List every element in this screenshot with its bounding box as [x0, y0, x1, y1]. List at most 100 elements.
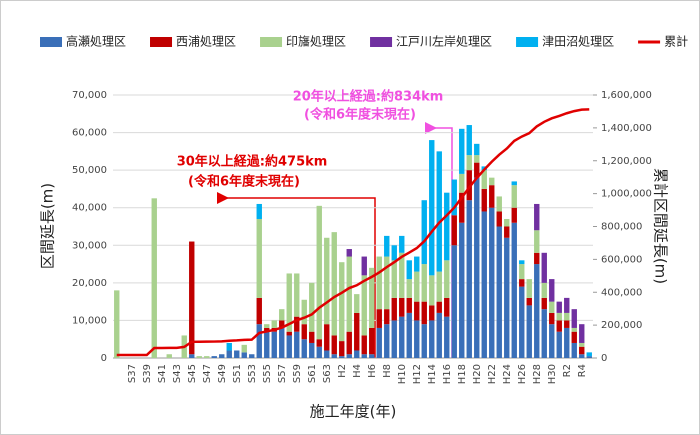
bar-segment	[369, 354, 375, 358]
bar-segment	[331, 335, 337, 355]
x-tick-label: H16	[442, 364, 453, 384]
bar-segment	[256, 324, 262, 358]
bar-segment	[564, 297, 570, 313]
bar-segment	[294, 273, 300, 317]
bar-segment	[511, 207, 517, 223]
bar-segment	[459, 222, 465, 358]
x-tick-label: H22	[487, 364, 498, 384]
bar-segment	[406, 260, 412, 280]
bar-segment	[391, 260, 397, 298]
bar-segment	[421, 264, 427, 302]
x-tick-label: S63	[322, 364, 333, 383]
bar-segment	[414, 301, 420, 321]
bar-segment	[466, 200, 472, 358]
bar-segment	[279, 309, 285, 321]
bar-segment	[391, 245, 397, 261]
x-tick-label: H10	[397, 364, 408, 384]
legend-label: 津田沼処理区	[542, 35, 614, 49]
bar-segment	[429, 140, 435, 276]
bar-segment	[564, 327, 570, 358]
y-tick-label: 10,000	[72, 315, 107, 326]
bar-segment	[241, 344, 247, 353]
bar-segment	[451, 245, 457, 358]
bar-segment	[399, 235, 405, 253]
bar-segment	[556, 312, 562, 321]
legend-item: 江戸川左岸処理区	[370, 34, 492, 49]
bar-segment	[361, 335, 367, 355]
x-tick-label: H2	[337, 364, 348, 378]
legend-item: 高瀬処理区	[40, 34, 126, 49]
x-tick-label: R2	[562, 364, 573, 377]
bar-segment	[571, 309, 577, 328]
x-tick-label: H24	[502, 364, 513, 384]
bar-segment	[466, 170, 472, 201]
bar-segment	[571, 327, 577, 332]
bar-segment	[421, 324, 427, 358]
bar-segment	[519, 279, 525, 287]
bar-segment	[444, 316, 450, 358]
cumulative-line	[116, 108, 590, 357]
legend-item: 西浦処理区	[150, 35, 236, 49]
bar-segment	[384, 256, 390, 310]
legend-swatch	[260, 37, 283, 47]
bar-segment	[316, 346, 322, 358]
bar-segment	[474, 162, 480, 178]
x-tick-label: H14	[427, 364, 438, 384]
bar-segment	[436, 312, 442, 358]
bar-segment	[571, 342, 577, 358]
bar-segment	[286, 273, 292, 332]
bar-segment	[399, 316, 405, 358]
annotation: 20年以上経過:約834km	[293, 89, 444, 105]
x-tick-label: S39	[142, 364, 153, 383]
bar-segment	[534, 203, 540, 231]
x-tick-label: H30	[547, 364, 558, 384]
bar-segment	[481, 188, 487, 212]
x-tick-label: H20	[472, 364, 483, 384]
bar-segment	[249, 354, 255, 358]
x-tick-label: S43	[172, 364, 183, 383]
y2-tick-label: 800,000	[601, 222, 642, 233]
bar-segment	[384, 309, 390, 325]
x-tick-label: H26	[517, 364, 528, 384]
bar-segment	[526, 297, 532, 306]
bar-segment	[429, 320, 435, 358]
bar-segment	[421, 301, 427, 325]
bar-segment	[354, 312, 360, 351]
bar-segment	[369, 327, 375, 355]
bar-segment	[339, 262, 345, 342]
bar-segment	[384, 324, 390, 358]
bar-segment	[541, 297, 547, 310]
bar-segment	[279, 327, 285, 358]
y-tick-label: 60,000	[72, 128, 107, 139]
annotation: (令和6年度末現在)	[304, 107, 416, 123]
bar-segment	[526, 279, 532, 298]
bar-segment	[556, 301, 562, 313]
y2-tick-label: 1,200,000	[601, 156, 652, 167]
x-tick-label: H6	[367, 364, 378, 378]
bar-segment	[316, 339, 322, 347]
bar-segment	[451, 179, 457, 216]
bar-segment	[264, 327, 270, 332]
y-axis-title: 区間延長(m)	[39, 183, 57, 269]
x-tick-label: H12	[412, 364, 423, 384]
bar-segment	[219, 354, 225, 358]
bar-segment	[339, 356, 345, 358]
legend-swatch	[40, 37, 62, 47]
y2-tick-label: 400,000	[601, 287, 642, 298]
bar-segment	[474, 143, 480, 156]
legend-label: 印旛処理区	[286, 34, 346, 49]
legend-swatch	[150, 37, 173, 47]
bar-segment	[286, 335, 292, 358]
bar-segment	[241, 352, 247, 358]
y2-tick-label: 1,600,000	[601, 90, 652, 101]
bar-segment	[354, 294, 360, 313]
y2-tick-label: 0	[601, 353, 607, 364]
x-tick-label: S57	[277, 364, 288, 383]
x-tick-label: S47	[202, 364, 213, 383]
bar-segment	[541, 252, 547, 283]
bar-segment	[429, 275, 435, 306]
bar-segment	[286, 331, 292, 336]
bar-segment	[271, 331, 277, 358]
y2-tick-label: 200,000	[601, 320, 642, 331]
bar-segment	[294, 331, 300, 358]
